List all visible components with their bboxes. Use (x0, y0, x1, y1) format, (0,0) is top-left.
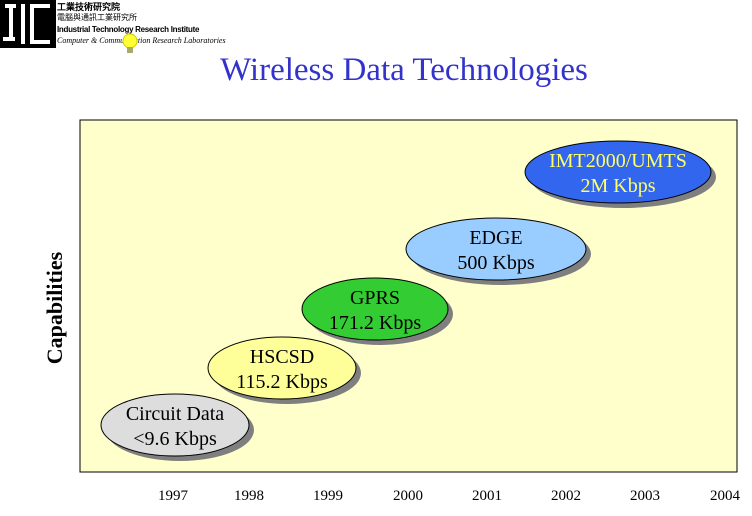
technology-ellipse-circuit-data: Circuit Data <9.6 Kbps (100, 393, 254, 461)
technology-name: GPRS (350, 287, 400, 309)
technology-rate: 500 Kbps (457, 252, 534, 274)
technology-ellipse-edge: EDGE 500 Kbps (405, 217, 591, 285)
year-tick-label: 2004 (710, 488, 740, 504)
logo-chinese-name: 工業技術研究院 (57, 3, 121, 13)
technology-rate: <9.6 Kbps (133, 428, 217, 450)
year-tick-label: 1998 (234, 488, 264, 504)
technology-name: EDGE (469, 227, 522, 249)
ellipse-shape (100, 393, 250, 457)
year-tick-label: 2002 (551, 488, 581, 504)
slide-title: Wireless Data Technologies (220, 52, 588, 88)
logo-chinese-lab: 電腦與通訊工業研究所 (57, 13, 137, 22)
year-tick-label: 2001 (472, 488, 502, 504)
lightbulb-icon (122, 33, 138, 53)
technology-rate: 115.2 Kbps (236, 371, 328, 393)
year-tick-label: 2003 (630, 488, 660, 504)
technology-ellipse-imt2000-umts: IMT2000/UMTS 2M Kbps (524, 140, 716, 208)
itri-logo: 工業技術研究院 電腦與通訊工業研究所 Industrial Technology… (0, 0, 240, 60)
technology-name: Circuit Data (126, 403, 224, 425)
logo-english-lab: Computer & Communication Research Labora… (57, 36, 226, 45)
technology-ellipse-hscsd: HSCSD 115.2 Kbps (207, 336, 361, 404)
ellipse-shape (207, 336, 357, 400)
ellipse-shape (301, 277, 449, 341)
logo-english-name: Industrial Technology Research Institute (57, 25, 200, 34)
technology-name: HSCSD (250, 346, 314, 368)
year-tick-label: 1999 (313, 488, 343, 504)
technology-name: IMT2000/UMTS (549, 150, 687, 172)
year-tick-label: 1997 (158, 488, 188, 504)
technology-rate: 2M Kbps (580, 175, 655, 197)
ellipse-shape (524, 140, 712, 204)
year-tick-label: 2000 (393, 488, 423, 504)
ellipse-shape (405, 217, 587, 281)
technology-ellipse-gprs: GPRS 171.2 Kbps (301, 277, 453, 345)
itri-logo-mark (0, 0, 56, 48)
technology-rate: 171.2 Kbps (329, 312, 421, 334)
